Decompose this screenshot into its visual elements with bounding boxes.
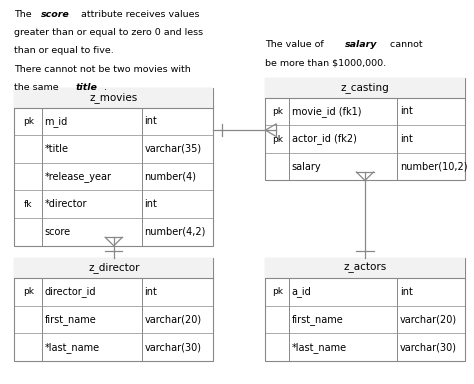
Text: title: title: [76, 83, 98, 92]
Text: movie_id (fk1): movie_id (fk1): [292, 106, 361, 117]
Text: m_id: m_id: [45, 116, 68, 127]
Text: than or equal to five.: than or equal to five.: [14, 46, 114, 55]
Text: greater than or equal to zero 0 and less: greater than or equal to zero 0 and less: [14, 28, 203, 37]
Text: score: score: [45, 227, 71, 237]
Text: pk: pk: [272, 107, 283, 116]
Bar: [265, 258, 465, 278]
Text: *release_year: *release_year: [45, 171, 111, 182]
Text: a_id: a_id: [292, 286, 311, 297]
Text: pk: pk: [23, 117, 34, 126]
Text: first_name: first_name: [292, 314, 344, 325]
Text: *director: *director: [45, 199, 87, 209]
Text: int: int: [145, 199, 157, 209]
Text: The value of: The value of: [265, 40, 327, 49]
Text: z_actors: z_actors: [343, 263, 387, 273]
Text: *last_name: *last_name: [45, 342, 100, 353]
Bar: [14, 258, 213, 278]
Text: varchar(30): varchar(30): [400, 342, 457, 352]
Text: varchar(20): varchar(20): [400, 314, 457, 324]
Text: be more than $1000,000.: be more than $1000,000.: [265, 59, 387, 68]
Text: pk: pk: [272, 134, 283, 144]
Text: number(4,2): number(4,2): [145, 227, 206, 237]
Text: *title: *title: [45, 144, 68, 154]
Bar: [14, 258, 213, 361]
Text: actor_id (fk2): actor_id (fk2): [292, 134, 356, 144]
Text: .: .: [104, 83, 107, 92]
Text: int: int: [400, 106, 413, 116]
Text: z_director: z_director: [88, 263, 139, 273]
Text: the same: the same: [14, 83, 62, 92]
Text: int: int: [400, 134, 413, 144]
Text: *last_name: *last_name: [292, 342, 347, 353]
Text: cannot: cannot: [387, 40, 423, 49]
Bar: [14, 88, 213, 108]
Text: There cannot not be two movies with: There cannot not be two movies with: [14, 65, 191, 74]
Text: int: int: [145, 287, 157, 297]
Text: number(4): number(4): [145, 172, 197, 182]
Text: pk: pk: [23, 287, 34, 296]
Text: salary: salary: [292, 162, 321, 172]
Text: z_casting: z_casting: [341, 82, 389, 93]
Bar: [14, 88, 213, 246]
Bar: [265, 78, 465, 98]
Text: score: score: [41, 10, 70, 18]
Text: number(10,2): number(10,2): [400, 162, 467, 172]
Bar: [265, 78, 465, 180]
Text: The: The: [14, 10, 35, 18]
Text: varchar(20): varchar(20): [145, 314, 202, 324]
Text: first_name: first_name: [45, 314, 96, 325]
Text: pk: pk: [272, 287, 283, 296]
Bar: [265, 258, 465, 361]
Text: z_movies: z_movies: [90, 92, 138, 103]
Text: varchar(30): varchar(30): [145, 342, 201, 352]
Text: int: int: [145, 116, 157, 126]
Text: attribute receives values: attribute receives values: [78, 10, 200, 18]
Text: fk: fk: [24, 200, 32, 209]
Text: varchar(35): varchar(35): [145, 144, 202, 154]
Text: salary: salary: [345, 40, 378, 49]
Text: director_id: director_id: [45, 286, 96, 297]
Text: int: int: [400, 287, 413, 297]
